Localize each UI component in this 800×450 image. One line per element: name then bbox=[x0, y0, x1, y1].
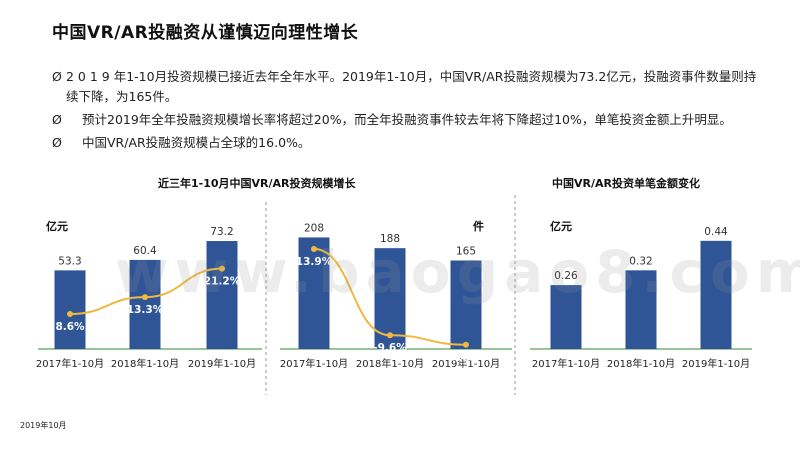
bar bbox=[450, 260, 482, 349]
bullet-mark: Ø bbox=[52, 69, 62, 84]
unit-label-scale: 亿元 bbox=[46, 220, 68, 233]
x-tick-label: 2018年1-10月 bbox=[607, 357, 675, 370]
bar bbox=[54, 270, 86, 349]
growth-point bbox=[219, 265, 225, 272]
bullet-mark: Ø bbox=[52, 112, 62, 127]
bar-value-label: 188 bbox=[380, 233, 400, 245]
growth-point bbox=[67, 311, 73, 318]
bar bbox=[206, 241, 238, 349]
bullet-item: Ø 2 0 1 9 年1-10月投资规模已接近去年全年水平。2019年1-10月… bbox=[52, 67, 757, 107]
bar bbox=[550, 285, 582, 349]
bar-value-label: 0.26 bbox=[554, 270, 578, 282]
x-tick-label: 2017年1-10月 bbox=[36, 357, 104, 370]
bullet-text: 中国VR/AR投融资规模占全球的16.0%。 bbox=[82, 135, 311, 150]
bullet-item: Ø 预计2019年全年投融资规模增长率将超过20%，而全年投融资事件较去年将下降… bbox=[52, 110, 757, 130]
x-tick-label: 2018年1-10月 bbox=[111, 357, 179, 370]
growth-line bbox=[313, 248, 467, 346]
bar-value-label: 165 bbox=[456, 246, 476, 258]
bullet-item: Ø 中国VR/AR投融资规模占全球的16.0%。 bbox=[52, 133, 757, 153]
bar-value-label: 73.2 bbox=[210, 226, 233, 238]
unit-label-events: 件 bbox=[473, 220, 484, 233]
x-tick-label: 2018年1-10月 bbox=[356, 357, 424, 370]
bar-value-label: 60.4 bbox=[133, 245, 157, 257]
growth-point bbox=[463, 341, 469, 348]
bar-value-label: 53.3 bbox=[58, 255, 81, 267]
x-tick-label: 2019年1-10月 bbox=[682, 357, 750, 370]
bar-value-label: 0.44 bbox=[704, 226, 728, 238]
growth-point bbox=[387, 332, 393, 339]
growth-rate-label: 13.9% bbox=[296, 256, 333, 268]
growth-rate-label: 8.6% bbox=[55, 321, 85, 333]
footer-date: 2019年10月 bbox=[20, 421, 67, 430]
growth-point bbox=[142, 294, 148, 301]
bullet-list: Ø 2 0 1 9 年1-10月投资规模已接近去年全年水平。2019年1-10月… bbox=[52, 67, 757, 153]
bar-value-label: 0.32 bbox=[629, 255, 652, 267]
bar bbox=[129, 259, 161, 349]
x-tick-label: 2017年1-10月 bbox=[532, 357, 600, 370]
page-title: 中国VR/AR投融资从谨慎迈向理性增长 bbox=[52, 23, 359, 43]
bullet-mark: Ø bbox=[52, 135, 62, 150]
chart-title-scale: 近三年1-10月中国VR/AR投资规模增长 bbox=[158, 177, 356, 190]
growth-rate-label: 12.2% bbox=[448, 352, 485, 364]
x-tick-label: 2019年1-10月 bbox=[188, 357, 256, 370]
unit-label-single: 亿元 bbox=[550, 220, 572, 233]
bullet-text: 2 0 1 9 年1-10月投资规模已接近去年全年水平。2019年1-10月，中… bbox=[66, 69, 757, 104]
growth-rate-label: 21.2% bbox=[204, 276, 241, 288]
growth-point bbox=[311, 246, 317, 253]
bar bbox=[625, 270, 657, 349]
bar bbox=[700, 240, 732, 349]
chart-title-single: 中国VR/AR投资单笔金额变化 bbox=[552, 177, 700, 190]
growth-rate-label: 13.3% bbox=[127, 304, 164, 316]
bullet-text: 预计2019年全年投融资规模增长率将超过20%，而全年投融资事件较去年将下降超过… bbox=[82, 112, 732, 127]
x-tick-label: 2019年1-10月 bbox=[432, 357, 500, 370]
growth-rate-label: -9.6% bbox=[373, 342, 407, 354]
bar-value-label: 208 bbox=[304, 222, 324, 234]
bar bbox=[298, 237, 330, 349]
x-tick-label: 2017年1-10月 bbox=[280, 357, 348, 370]
